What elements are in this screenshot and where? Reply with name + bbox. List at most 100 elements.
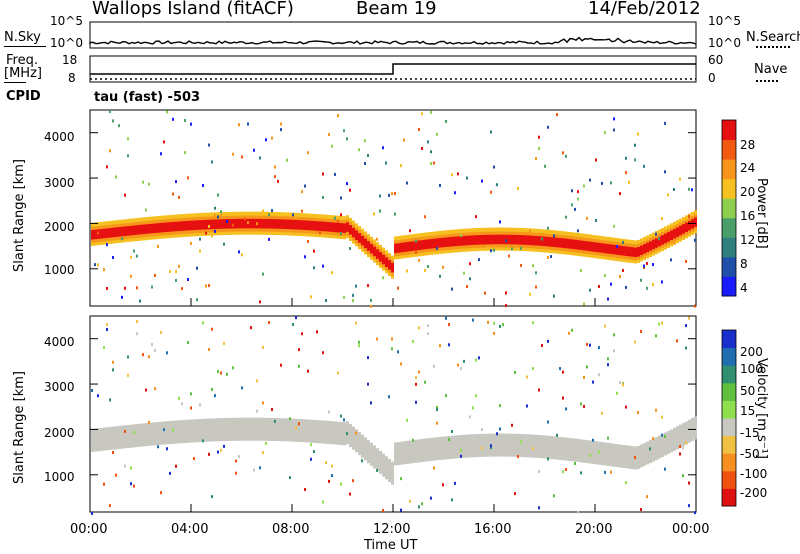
power-cell xyxy=(676,236,679,241)
power-cell xyxy=(493,240,496,245)
power-scatter-cell xyxy=(199,249,201,253)
power-cell xyxy=(502,240,505,245)
power-cell xyxy=(199,228,202,233)
velocity-cell xyxy=(628,455,631,460)
velocity-cell xyxy=(280,427,283,432)
velocity-scatter-cell xyxy=(169,471,171,475)
velocity-cell xyxy=(262,420,265,425)
velocity-cell xyxy=(304,438,307,443)
velocity-cell xyxy=(559,440,562,445)
velocity-scatter-cell xyxy=(136,332,138,336)
power-scatter-cell xyxy=(385,161,387,165)
power-cell xyxy=(118,229,121,234)
velocity-cell xyxy=(613,459,616,464)
power-cell xyxy=(253,214,256,219)
velocity-cell xyxy=(235,417,238,422)
power-cell xyxy=(415,246,418,251)
velocity-cell xyxy=(565,440,568,445)
velocity-cell xyxy=(616,444,619,449)
velocity-cell xyxy=(244,430,247,435)
velocity-cell xyxy=(538,435,541,440)
velocity-scatter-cell xyxy=(148,355,150,359)
power-cell xyxy=(256,224,259,229)
power-cell xyxy=(454,229,457,234)
velocity-cell xyxy=(166,433,169,438)
power-cell xyxy=(340,228,343,233)
velocity-cell xyxy=(607,458,610,463)
power-scatter-cell xyxy=(415,250,417,254)
velocity-cell xyxy=(421,451,424,456)
power-cell xyxy=(226,215,229,220)
velocity-cell xyxy=(691,430,694,435)
power-cell xyxy=(682,223,685,228)
velocity-cell xyxy=(622,444,625,449)
power-cell xyxy=(403,244,406,249)
velocity-scatter-cell xyxy=(418,505,420,509)
velocity-scatter-cell xyxy=(433,466,435,470)
power-cell xyxy=(574,251,577,256)
velocity-cell xyxy=(115,438,118,443)
velocity-cell xyxy=(652,444,655,449)
velocity-scatter-cell xyxy=(679,452,681,456)
power-cell xyxy=(310,223,313,228)
velocity-cell xyxy=(562,443,565,448)
power-cell xyxy=(424,242,427,247)
power-cell xyxy=(235,224,238,229)
velocity-cell xyxy=(313,419,316,424)
velocity-cell xyxy=(277,418,280,423)
power-cell xyxy=(376,248,379,253)
velocity-scatter-cell xyxy=(112,360,114,364)
velocity-cell xyxy=(217,424,220,429)
power-cell xyxy=(598,254,601,259)
power-cell xyxy=(226,230,229,235)
velocity-cell xyxy=(187,426,190,431)
velocity-cell xyxy=(565,456,568,461)
velocity-cell xyxy=(376,448,379,453)
velocity-cell xyxy=(124,441,127,446)
power-cell xyxy=(442,243,445,248)
velocity-scatter-cell xyxy=(106,322,108,326)
velocity-cell xyxy=(166,424,169,429)
velocity-cell xyxy=(652,457,655,462)
power-cell xyxy=(589,234,592,239)
velocity-cell xyxy=(616,450,619,455)
velocity-cell xyxy=(151,422,154,427)
power-cell xyxy=(490,230,493,235)
power-cell xyxy=(643,240,646,245)
velocity-cell xyxy=(529,453,532,458)
velocity-cell xyxy=(379,454,382,459)
velocity-cell xyxy=(349,427,352,432)
power-cell xyxy=(217,218,220,223)
velocity-cell xyxy=(682,429,685,434)
power-cell xyxy=(214,221,217,226)
velocity-cell xyxy=(445,439,448,444)
velocity-cell xyxy=(379,460,382,465)
power-cell xyxy=(550,239,553,244)
velocity-scatter-cell xyxy=(310,443,312,447)
power-cell xyxy=(397,248,400,253)
velocity-cell xyxy=(268,433,271,438)
power-cell xyxy=(244,230,247,235)
power-cell xyxy=(568,241,571,246)
power-cell xyxy=(127,225,130,230)
velocity-cell xyxy=(535,444,538,449)
power-cell xyxy=(196,229,199,234)
power-cell xyxy=(421,245,424,250)
velocity-cell xyxy=(529,443,532,448)
power-cell xyxy=(358,238,361,243)
velocity-cell xyxy=(634,452,637,457)
velocity-scatter-cell xyxy=(130,482,132,486)
power-cell xyxy=(586,234,589,239)
velocity-cell xyxy=(448,439,451,444)
velocity-scatter-cell xyxy=(310,457,312,461)
power-scatter-cell xyxy=(367,153,369,157)
power-scatter-cell xyxy=(247,122,249,126)
power-cell xyxy=(403,254,406,259)
power-cell xyxy=(628,246,631,251)
velocity-scatter-cell xyxy=(202,439,204,443)
power-cell xyxy=(91,238,94,243)
velocity-cell xyxy=(118,432,121,437)
velocity-cell xyxy=(163,424,166,429)
power-cell xyxy=(538,248,541,253)
power-cell xyxy=(454,232,457,237)
